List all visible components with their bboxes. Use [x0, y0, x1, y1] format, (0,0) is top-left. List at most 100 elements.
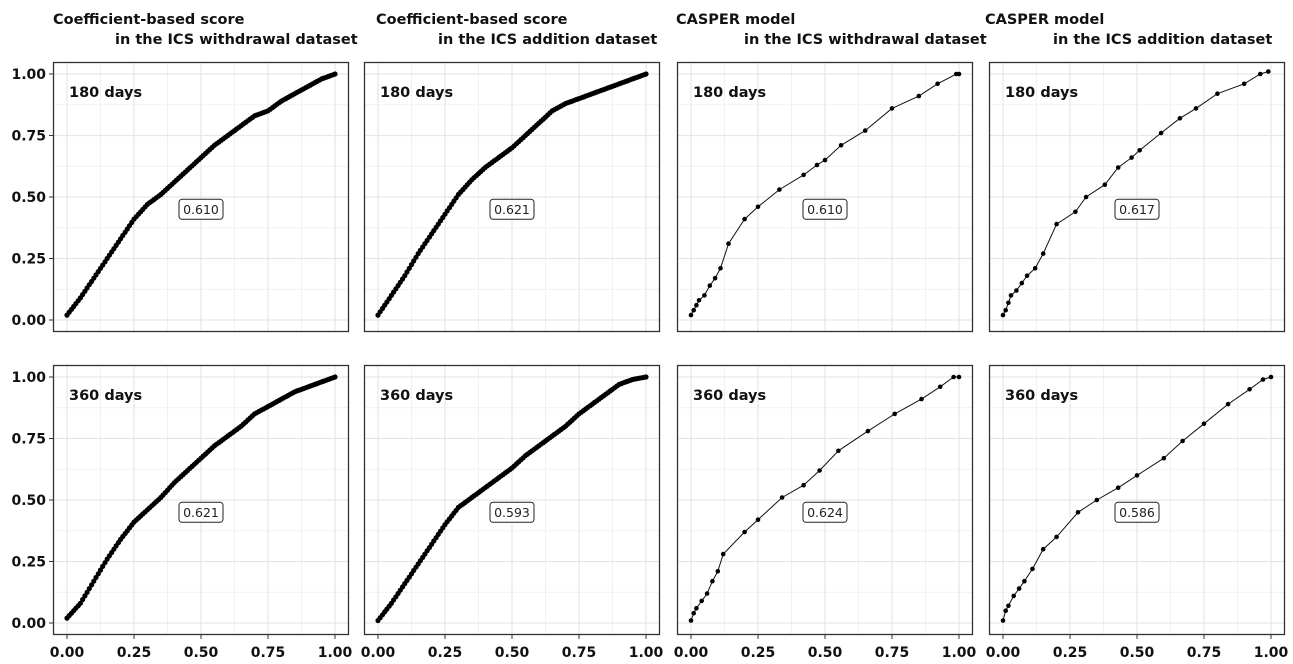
- column-title-3-line2: in the ICS withdrawal dataset: [744, 32, 987, 48]
- panel-r2-c1-x-tick-label: 0.00: [50, 645, 85, 661]
- panel-r1-c3-data-point: [916, 93, 922, 99]
- panel-r1-c4-data-point: [1215, 91, 1220, 96]
- panel-r1-c1-y-tick-label: 1.00: [11, 67, 46, 83]
- panel-r1-c4-data-point: [1014, 288, 1019, 293]
- panel-r1-c4-data-point: [1158, 130, 1164, 136]
- panel-r1-c1-y-tick-label: 0.50: [11, 190, 46, 206]
- column-title-4: CASPER model in the ICS addition dataset: [985, 10, 1272, 50]
- panel-r2-c1-data-point: [93, 574, 99, 581]
- panel-r2-c4-data-point: [1003, 608, 1008, 613]
- panel-r1-c3-annotation-text: 0.610: [807, 202, 843, 217]
- panel-r2-c1-y-tick-label: 0.00: [11, 616, 46, 632]
- panel-r2-c4-label: 360 days: [1005, 388, 1078, 404]
- panel-r1-c4-frame: [988, 61, 1286, 333]
- panel-r2-c4-x-tick-label: 0.50: [1120, 645, 1155, 661]
- panel-r1-c3-data-point: [814, 162, 820, 168]
- column-title-4-line2: in the ICS addition dataset: [1053, 32, 1273, 48]
- panel-r1-c4-data-point: [1083, 194, 1089, 200]
- panel-r2-c4-annotation-box: [1114, 501, 1160, 523]
- panel-r2-c2-x-tick-label: 0.75: [562, 645, 597, 661]
- panel-r1-c4-annotation-box: [1114, 198, 1160, 220]
- column-title-1: Coefficient-based score in the ICS withd…: [53, 10, 358, 50]
- panel-r1-c3-data-point: [702, 293, 707, 298]
- panel-r1-c4-data-point: [1193, 106, 1199, 111]
- panel-r2-c1-data-point: [332, 374, 338, 380]
- panel-r1-c4-data-point: [1024, 273, 1030, 279]
- panel-r2-c4-data-point: [1161, 455, 1167, 461]
- panel-r1-c3-data-point: [742, 216, 747, 222]
- panel-r1-c4-data-point: [1054, 221, 1059, 227]
- panel-r2-c2-x-tick-label: 1.00: [629, 645, 664, 661]
- panel-r2-c1-annotation-text: 0.621: [183, 505, 219, 520]
- panel-r2-c3-annotation-text: 0.624: [807, 505, 843, 520]
- panel-r1-c4-data-point: [1102, 182, 1108, 187]
- panel-r1-c2-annotation-box: [489, 198, 535, 220]
- panel-r2-c2-annotation-box: [489, 501, 535, 523]
- panel-r2-c3-data-point: [720, 551, 726, 557]
- panel-r2-c3-x-tick-label: 0.25: [741, 645, 776, 661]
- panel-r1-c3-curve: [690, 73, 959, 316]
- panel-r1-c4-data-point: [1266, 69, 1271, 74]
- panel-r2-c1-data-point: [100, 563, 106, 570]
- panel-r2-c3-data-point: [817, 468, 822, 473]
- panel-r2-c4-data-point: [1040, 546, 1046, 552]
- panel-r1-c3-data-point: [688, 312, 694, 318]
- panel-r1-c2-annotation-text: 0.621: [494, 202, 530, 217]
- panel-r2-c3-data-point: [956, 374, 962, 380]
- panel-r2-c4-data-point: [1054, 534, 1059, 540]
- panel-r1-c4-data-point: [1129, 155, 1134, 160]
- panel-r2-c4-data-point: [1180, 438, 1185, 444]
- panel-r2-c3-x-tick-label: 0.75: [875, 645, 910, 661]
- panel-r2-c3-data-point: [865, 428, 871, 434]
- panel-r1-c3-data-point: [862, 128, 868, 133]
- panel-r2-c3-data-point: [699, 598, 704, 604]
- panel-r2-c4-data-point: [1247, 387, 1252, 392]
- panel-r2-c3-data-point: [755, 517, 761, 522]
- panel-r2-c2-frame: [363, 364, 661, 636]
- panel-r1-c4-data-point: [1177, 116, 1183, 121]
- panel-r2-c3-data-point: [715, 569, 721, 574]
- panel-r1-c3-data-point: [726, 241, 731, 246]
- panel-r2-c3-data-point: [742, 529, 747, 535]
- panel-r2-c3-data-point: [919, 396, 924, 402]
- panel-r1-c4-label: 180 days: [1005, 85, 1078, 101]
- panel-r2-c3-x-tick-label: 1.00: [942, 645, 977, 661]
- panel-r2-c1-x-tick-label: 0.25: [117, 645, 152, 661]
- panel-r1-c4-data-point: [1032, 266, 1038, 271]
- panel-r1-c3-data-point: [691, 307, 696, 313]
- panel-r2-c1-label: 360 days: [69, 388, 142, 404]
- panel-r2-c2-x-tick-label: 0.25: [428, 645, 463, 661]
- panel-r1-c3-data-point: [694, 302, 699, 308]
- panel-r1-c3-data-point: [838, 143, 844, 148]
- panel-r2-c1-y-tick-label: 0.75: [11, 432, 46, 448]
- panel-r1-c1-data-point: [332, 71, 338, 77]
- panel-r2-c1-x-tick-label: 0.50: [184, 645, 219, 661]
- panel-r1-c2-frame: [363, 61, 661, 333]
- panel-r2-c3-data-point: [937, 384, 943, 390]
- panel-r1-c1-frame: [52, 61, 350, 333]
- panel-r1-c3-data-point: [822, 157, 828, 163]
- panel-r2-c3-data-point: [779, 495, 785, 500]
- panel-r2-c2-data-point: [643, 374, 649, 380]
- panel-r1-c3-data-point: [712, 275, 718, 281]
- panel-r1-c4-data-point: [1006, 300, 1011, 306]
- panel-r1-c3-annotation-box: [802, 198, 848, 220]
- panel-r2-c4-frame: [988, 364, 1286, 636]
- column-title-1-line2: in the ICS withdrawal dataset: [115, 32, 358, 48]
- panel-r1-c4-data-point: [1008, 293, 1014, 298]
- panel-r1-c4-annotation-text: 0.617: [1119, 202, 1155, 217]
- panel-r2-c3-data-point: [892, 411, 897, 417]
- panel-r1-c1-label: 180 days: [69, 85, 142, 101]
- panel-r1-c3-data-point: [755, 204, 761, 210]
- panel-r1-c2-label: 180 days: [380, 85, 453, 101]
- panel-r2-c4-annotation-text: 0.586: [1119, 505, 1155, 520]
- panel-r1-c3-label: 180 days: [693, 85, 766, 101]
- panel-r2-c4-data-point: [1225, 401, 1231, 407]
- panel-r2-c3-x-tick-label: 0.50: [808, 645, 843, 661]
- panel-r2-c3-data-point: [688, 618, 694, 623]
- panel-r1-c2-data-point: [404, 269, 410, 275]
- column-title-3-line1: CASPER model: [676, 12, 796, 28]
- panel-r1-c4-data-point: [1073, 209, 1078, 215]
- panel-r2-c4-data-point: [1094, 497, 1100, 503]
